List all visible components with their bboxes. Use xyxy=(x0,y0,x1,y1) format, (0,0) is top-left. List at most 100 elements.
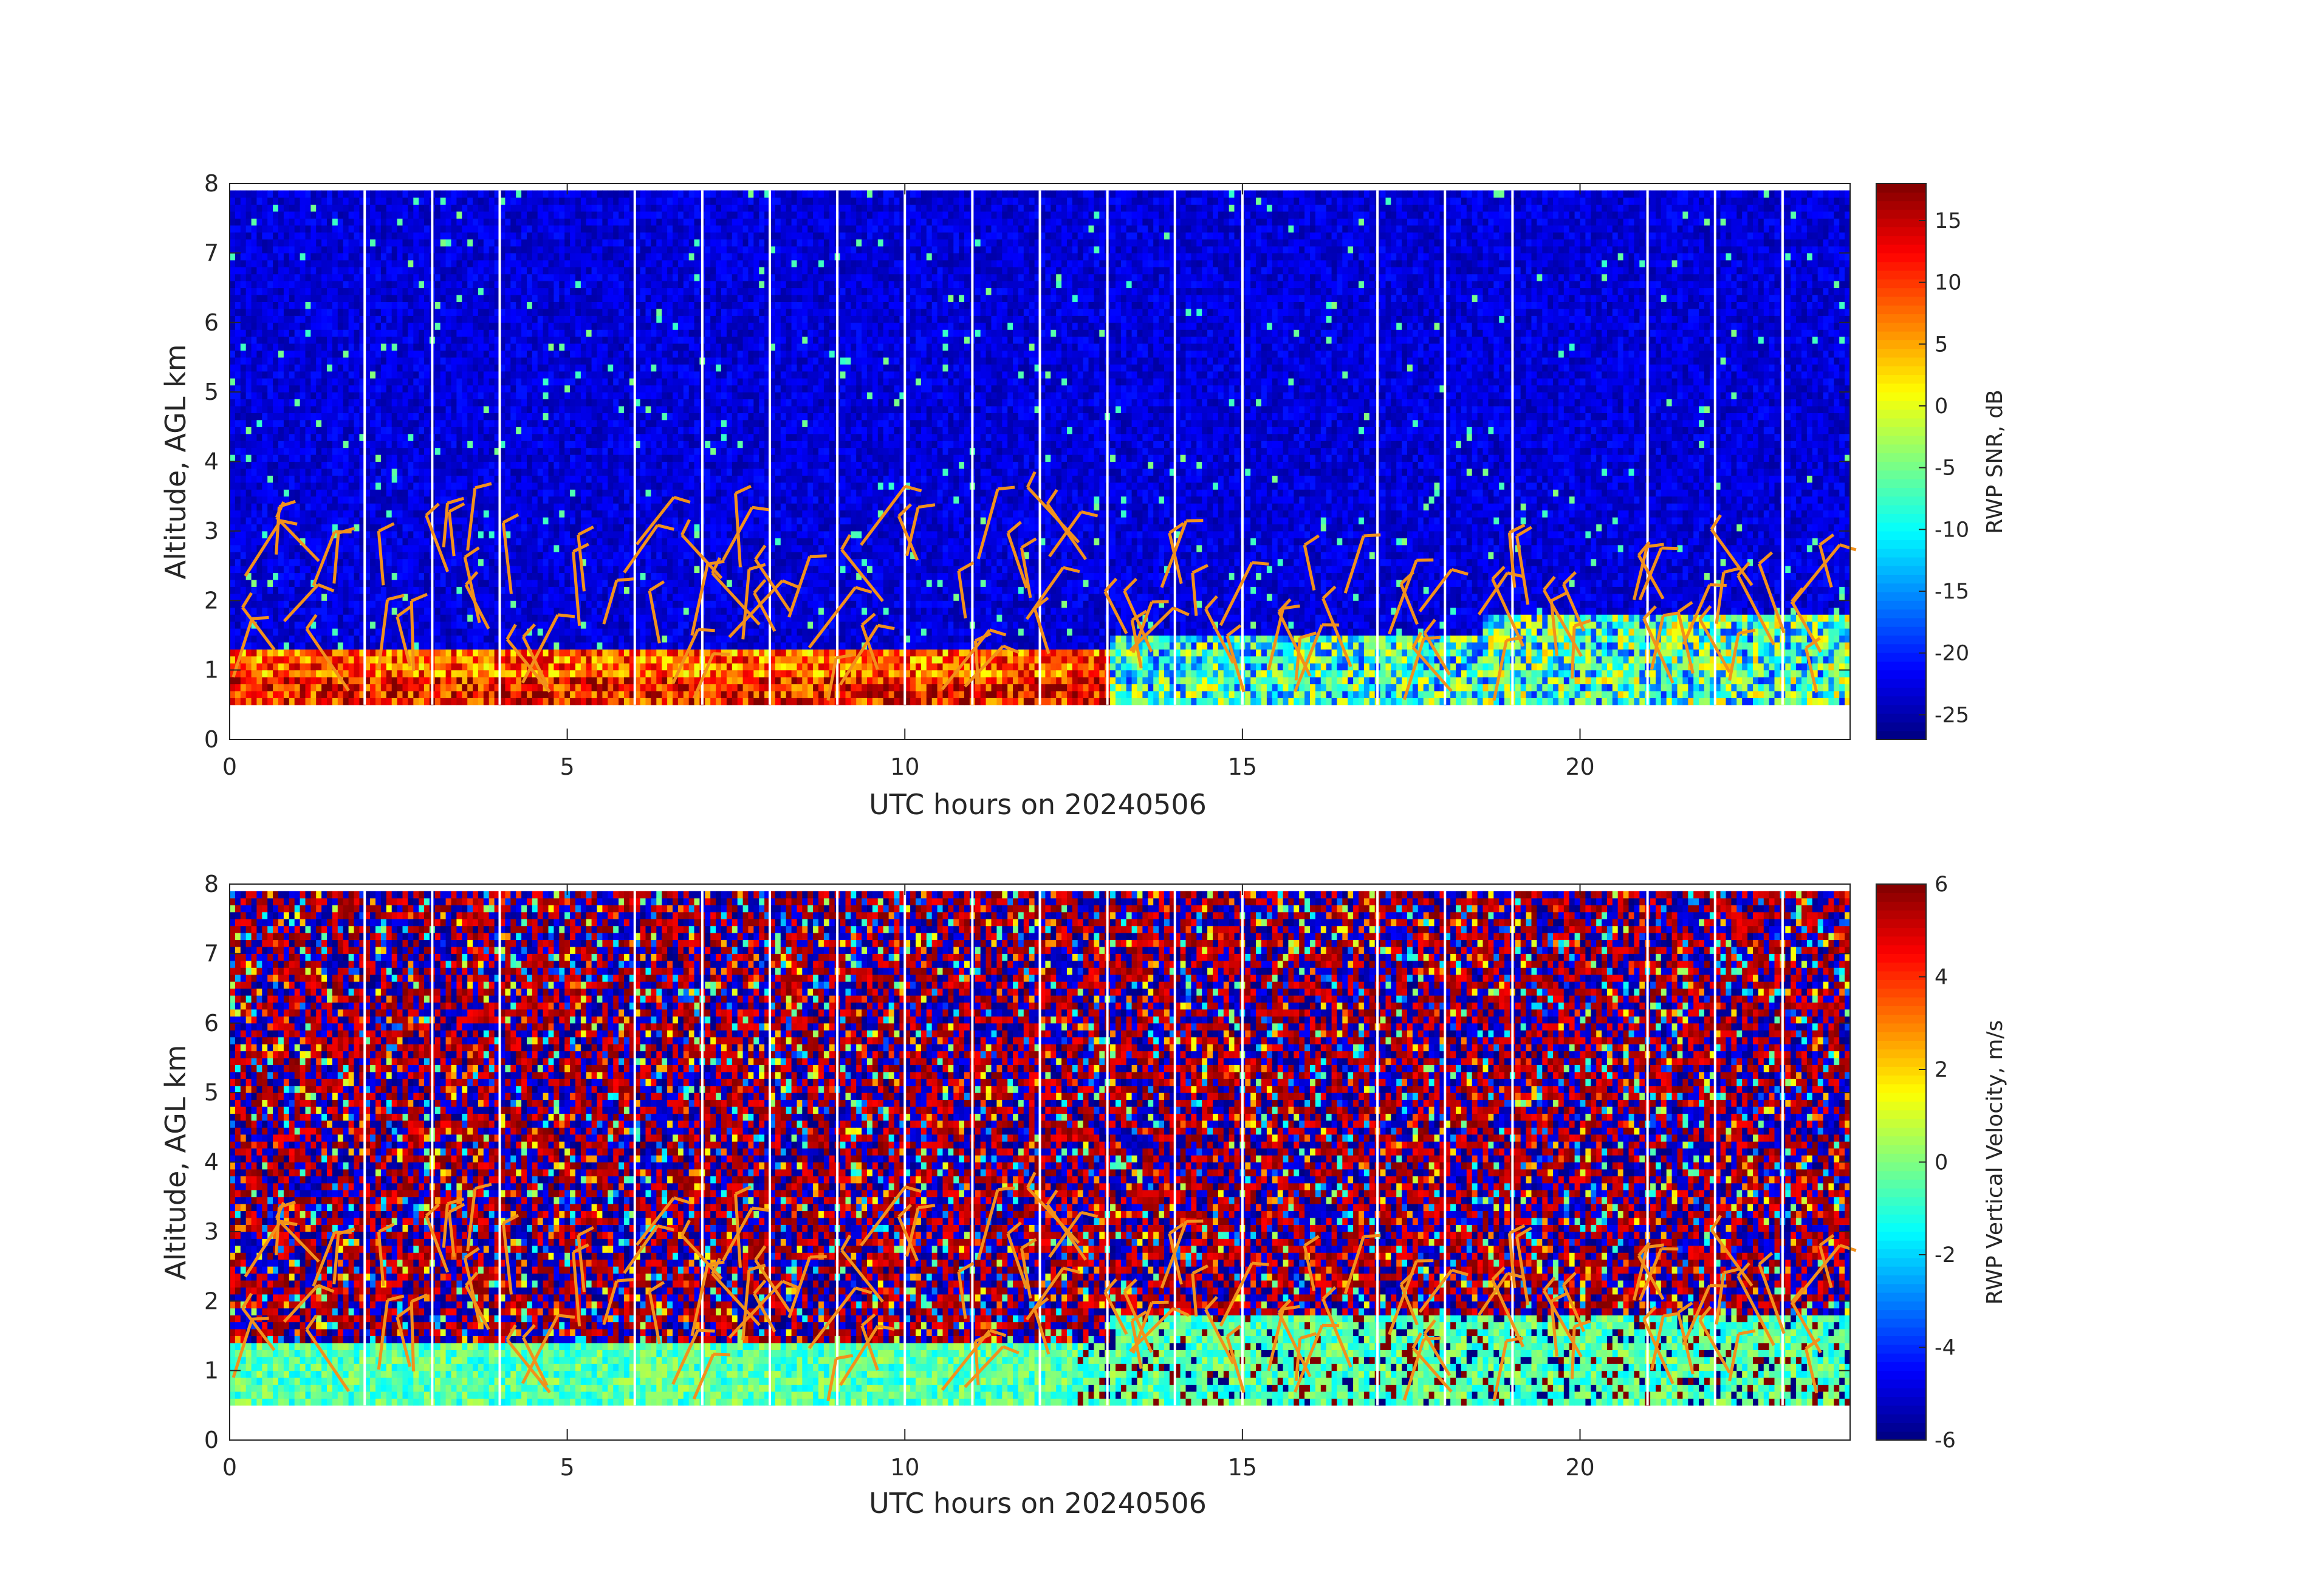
heatmap-cell xyxy=(241,462,247,469)
heatmap-cell xyxy=(310,295,317,302)
heatmap-cell xyxy=(321,246,327,253)
heatmap-cell xyxy=(284,246,290,253)
heatmap-cell xyxy=(343,371,349,379)
heatmap-cell xyxy=(332,190,338,197)
heatmap-cell xyxy=(300,399,306,406)
heatmap-cell xyxy=(289,656,295,664)
heatmap-cell xyxy=(408,482,414,490)
heatmap-cell xyxy=(397,406,403,413)
heatmap-cell xyxy=(462,454,468,462)
heatmap-cell xyxy=(440,211,447,219)
heatmap-cell xyxy=(424,628,430,636)
heatmap-cell xyxy=(338,482,344,490)
heatmap-cell xyxy=(235,531,241,538)
heatmap-cell xyxy=(289,420,295,427)
heatmap-cell xyxy=(262,420,268,427)
heatmap-cell xyxy=(278,253,284,260)
heatmap-cell xyxy=(403,503,409,510)
heatmap-cell xyxy=(462,663,468,670)
heatmap-cell xyxy=(370,580,376,587)
heatmap-cell xyxy=(375,496,382,504)
heatmap-cell xyxy=(310,357,317,365)
heatmap-cell xyxy=(381,239,387,247)
heatmap-cell xyxy=(338,552,344,559)
heatmap-cell xyxy=(354,649,360,656)
heatmap-cell xyxy=(408,489,414,496)
heatmap-cell xyxy=(278,559,284,566)
heatmap-cell xyxy=(408,315,414,323)
heatmap-cell xyxy=(446,427,452,434)
heatmap-cell xyxy=(343,225,349,233)
heatmap-cell xyxy=(343,239,349,247)
heatmap-cell xyxy=(349,260,355,267)
heatmap-cell xyxy=(338,594,344,601)
heatmap-cell xyxy=(370,566,376,573)
heatmap-cell xyxy=(381,218,387,225)
heatmap-cell xyxy=(451,420,458,427)
heatmap-cell xyxy=(451,517,458,524)
heatmap-cell xyxy=(295,482,301,490)
heatmap-cell xyxy=(381,274,387,281)
heatmap-cell xyxy=(300,482,306,490)
heatmap-cell xyxy=(440,329,447,337)
heatmap-cell xyxy=(310,608,317,615)
heatmap-cell xyxy=(349,225,355,233)
heatmap-cell xyxy=(256,371,262,379)
heatmap-cell xyxy=(295,371,301,379)
heatmap-cell xyxy=(310,434,317,441)
heatmap-cell xyxy=(435,677,441,684)
heatmap-cell xyxy=(349,274,355,281)
heatmap-cell xyxy=(408,204,414,211)
heatmap-cell xyxy=(375,309,382,316)
heatmap-cell xyxy=(295,552,301,559)
heatmap-cell xyxy=(230,406,236,413)
heatmap-cell xyxy=(451,378,458,385)
heatmap-cell xyxy=(408,371,414,379)
heatmap-cell xyxy=(284,190,290,197)
heatmap-cell xyxy=(256,482,262,490)
heatmap-cell xyxy=(246,580,252,587)
heatmap-cell xyxy=(343,600,349,608)
heatmap-cell xyxy=(462,538,468,545)
heatmap-cell xyxy=(284,392,290,399)
heatmap-cell xyxy=(278,462,284,469)
heatmap-cell xyxy=(310,420,317,427)
heatmap-cell xyxy=(456,468,462,476)
heatmap-cell xyxy=(354,489,360,496)
heatmap-cell xyxy=(327,315,333,323)
heatmap-cell xyxy=(381,663,387,670)
heatmap-cell xyxy=(408,295,414,302)
heatmap-cell xyxy=(241,538,247,545)
heatmap-cell xyxy=(392,573,398,580)
heatmap-cell xyxy=(273,594,279,601)
heatmap-cell xyxy=(273,566,279,573)
heatmap-cell xyxy=(419,482,425,490)
heatmap-cell xyxy=(310,378,317,385)
heatmap-cell xyxy=(343,642,349,650)
heatmap-cell xyxy=(392,580,398,587)
heatmap-cell xyxy=(327,378,333,385)
heatmap-cell xyxy=(306,385,312,393)
heatmap-cell xyxy=(424,684,430,691)
heatmap-cell xyxy=(289,552,295,559)
heatmap-cell xyxy=(241,482,247,490)
heatmap-cell xyxy=(327,364,333,371)
heatmap-cell xyxy=(403,454,409,462)
heatmap-cell xyxy=(306,274,312,281)
heatmap-cell xyxy=(338,441,344,448)
heatmap-cell xyxy=(440,586,447,594)
heatmap-cell xyxy=(462,482,468,490)
heatmap-cell xyxy=(446,260,452,267)
heatmap-cell xyxy=(419,454,425,462)
heatmap-cell xyxy=(235,586,241,594)
heatmap-cell xyxy=(456,413,462,420)
heatmap-cell xyxy=(241,329,247,337)
heatmap-cell xyxy=(451,642,458,650)
heatmap-cell xyxy=(419,427,425,434)
heatmap-cell xyxy=(321,468,327,476)
heatmap-cell xyxy=(300,253,306,260)
heatmap-cell xyxy=(332,253,338,260)
heatmap-cell xyxy=(354,309,360,316)
heatmap-cell xyxy=(235,677,241,684)
heatmap-cell xyxy=(295,663,301,670)
